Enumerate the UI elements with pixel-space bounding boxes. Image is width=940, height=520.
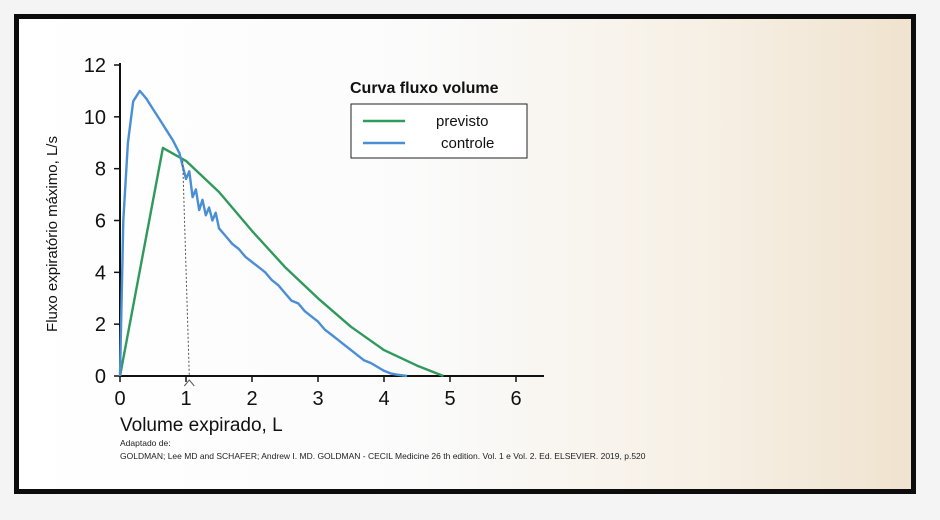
y-tick-label: 8 xyxy=(95,159,106,181)
source-adapted-label: Adaptado de: xyxy=(120,438,171,448)
series-line-previsto xyxy=(118,146,444,378)
y-axis-title: Fluxo expiratório máximo, L/s xyxy=(44,136,61,332)
dotted-drop-line xyxy=(182,160,190,377)
legend-title: Curva fluxo volume xyxy=(350,80,499,97)
x-tick-label: 6 xyxy=(510,388,521,410)
legend-box xyxy=(350,103,528,159)
y-tick-label: 0 xyxy=(95,366,106,388)
y-tick-label: 2 xyxy=(95,314,106,336)
chart-annotations xyxy=(182,160,195,387)
drop-line-marker xyxy=(183,379,195,387)
series-line-controle xyxy=(118,89,408,378)
x-tick-label: 0 xyxy=(114,388,125,410)
x-tick-label: 2 xyxy=(246,388,257,410)
chart-legend: Curva fluxo volume previsto controle xyxy=(350,80,528,159)
source-citation: GOLDMAN; Lee MD and SCHAFER; Andrew I. M… xyxy=(120,451,646,461)
x-axis-title: Volume expirado, L xyxy=(120,415,283,436)
y-tick-label: 12 xyxy=(84,55,106,77)
x-tick-label: 3 xyxy=(312,388,323,410)
legend-label-previsto: previsto xyxy=(436,113,489,130)
x-tick-label: 1 xyxy=(180,388,191,410)
y-tick-label: 10 xyxy=(84,107,106,129)
legend-label-controle: controle xyxy=(441,135,494,152)
chart-series-layer xyxy=(118,89,444,378)
y-tick-label: 6 xyxy=(95,211,106,233)
slide-frame: 0 1 2 3 4 5 6 0 2 4 6 8 10 12 Volume expirado, L Flux… xyxy=(14,14,916,494)
x-tick-label: 5 xyxy=(444,388,455,410)
y-tick-label: 4 xyxy=(95,262,106,284)
x-tick-label: 4 xyxy=(378,388,389,410)
